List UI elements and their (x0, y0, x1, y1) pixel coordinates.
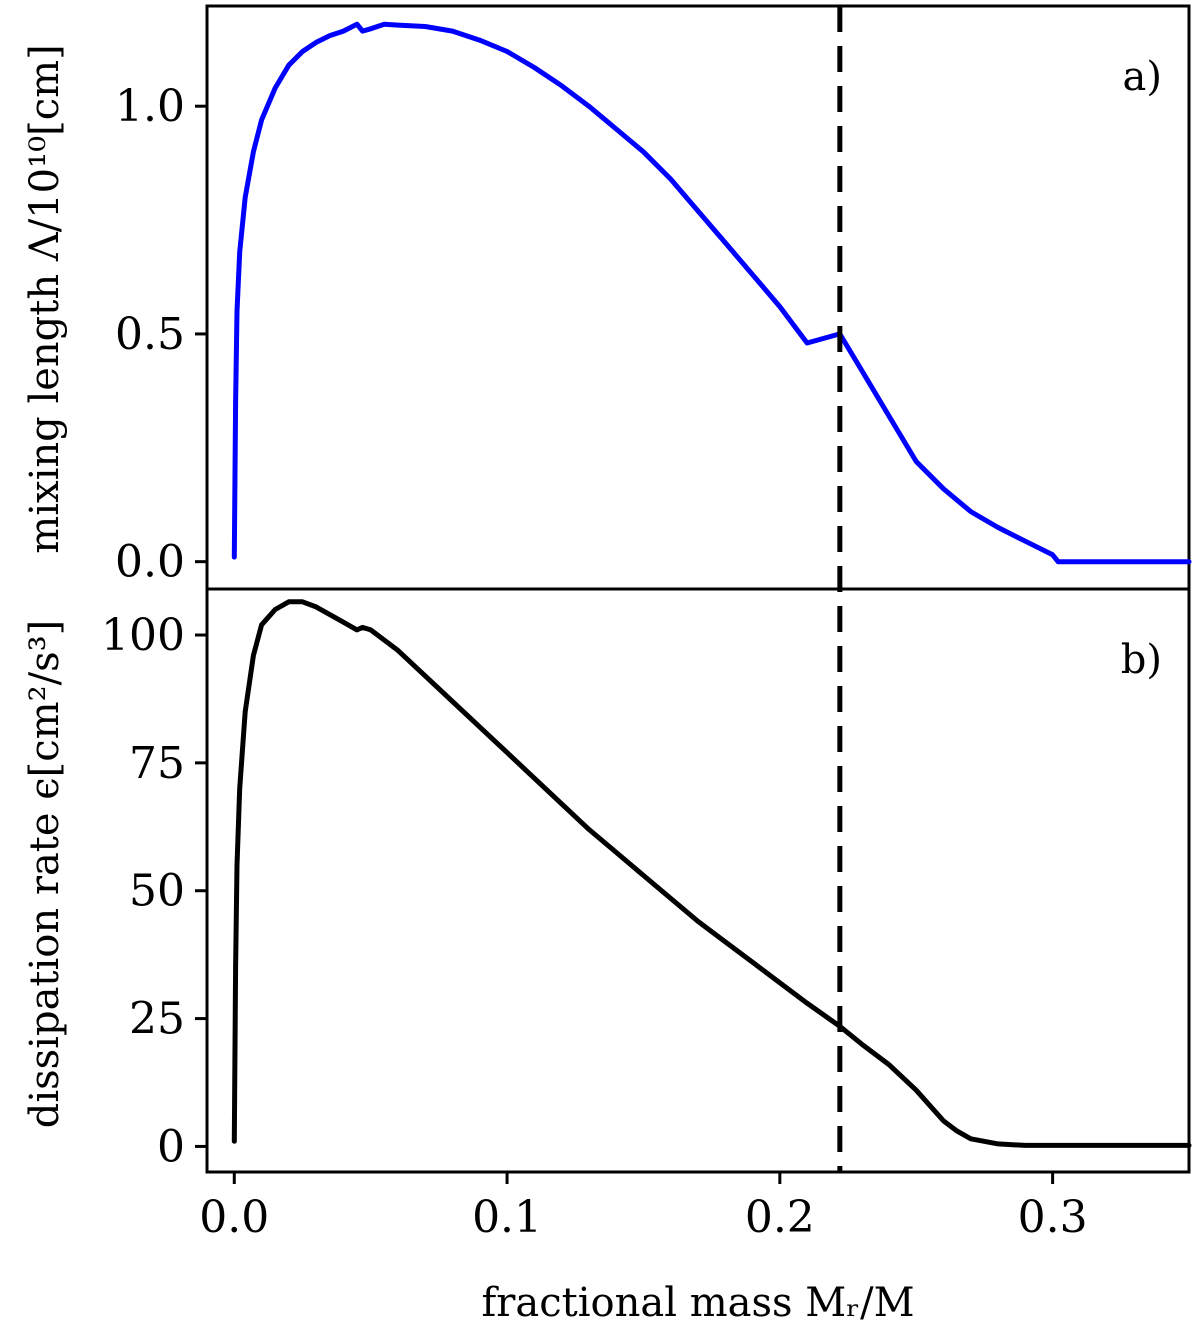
panel-b-frame (205, 587, 1191, 1174)
panel-a-label: a) (1123, 54, 1162, 100)
panel-b-ytick-label: 0 (157, 1121, 185, 1172)
panel-a-ylabel: mixing length Λ/10¹⁰[cm] (22, 44, 68, 553)
panel-b-ytick-label: 75 (129, 738, 185, 789)
panel-a-yticks: 0.0 0.5 1.0 (115, 81, 207, 588)
panel-b-ylabel: dissipation rate ϵ[cm²/s³] (22, 620, 68, 1129)
panel-a-ytick-label: 1.0 (115, 81, 185, 132)
panel-a-ytick-label: 0.0 (115, 537, 185, 588)
x-tick-label: 0.3 (1018, 1192, 1088, 1243)
x-tick-label: 0.2 (745, 1192, 815, 1243)
panel-b-ytick-label: 25 (129, 994, 185, 1045)
panel-b: 0 25 50 75 100 0.0 0.1 0.2 0.3 b) (101, 587, 1192, 1243)
x-axis-label: fractional mass Mᵣ/M (481, 1280, 914, 1326)
panel-b-yticks: 0 25 50 75 100 (101, 610, 207, 1172)
panel-a-series-line (231, 21, 1192, 565)
x-tick-label: 0.1 (472, 1192, 542, 1243)
panel-b-label: b) (1121, 637, 1162, 683)
panel-b-xticks: 0.0 0.1 0.2 0.3 (199, 1172, 1088, 1243)
panel-b-ytick-label: 50 (129, 866, 185, 917)
panel-a-ytick-label: 0.5 (115, 309, 185, 360)
x-tick-label: 0.0 (199, 1192, 269, 1243)
panel-b-ytick-label: 100 (101, 610, 185, 661)
panel-a-frame (205, 4, 1191, 591)
panel-b-series-line (231, 599, 1192, 1148)
panel-a: 0.0 0.5 1.0 a) (115, 4, 1192, 591)
